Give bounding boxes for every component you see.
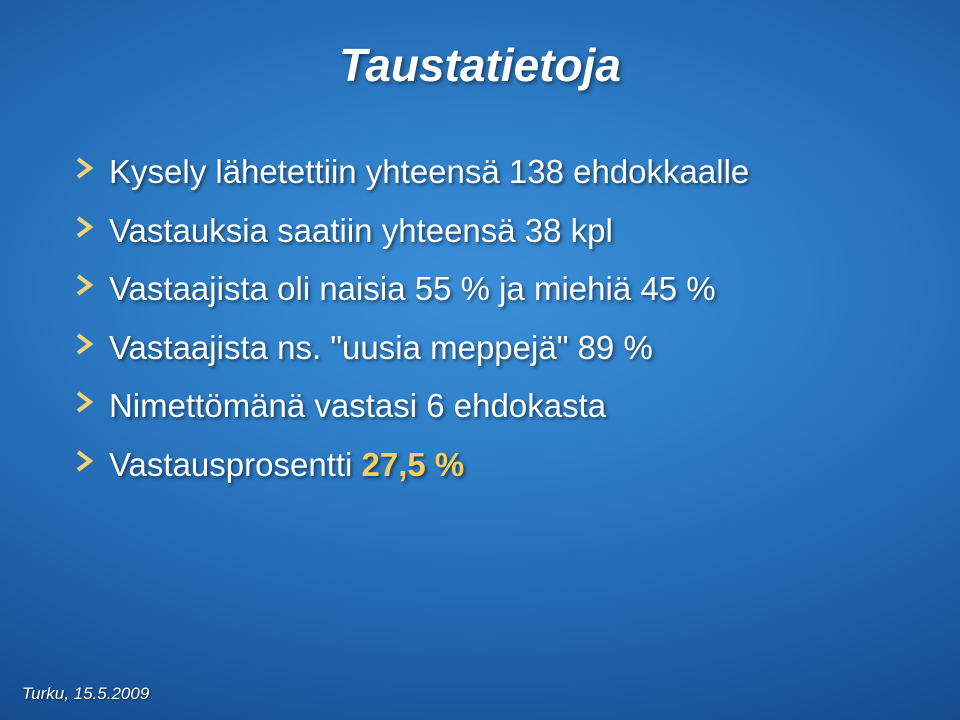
- bullet-prefix: Vastauksia saatiin yhteensä 38 kpl: [109, 212, 613, 249]
- chevron-right-icon: [75, 449, 97, 473]
- bullet-item: Nimettömänä vastasi 6 ehdokasta: [75, 384, 900, 429]
- bullet-item: Vastaajista oli naisia 55 % ja miehiä 45…: [75, 267, 900, 312]
- bullet-text: Vastauksia saatiin yhteensä 38 kpl: [109, 209, 900, 254]
- bullet-prefix: Vastausprosentti: [109, 446, 362, 483]
- chevron-right-icon: [75, 156, 97, 180]
- bullet-item: Vastausprosentti 27,5 %: [75, 443, 900, 488]
- chevron-right-icon: [75, 332, 97, 356]
- slide-title: Taustatietoja: [0, 38, 960, 92]
- bullet-list: Kysely lähetettiin yhteensä 138 ehdokkaa…: [75, 150, 900, 501]
- bullet-text: Vastaajista ns. "uusia meppejä" 89 %: [109, 326, 900, 371]
- bullet-highlight: 27,5 %: [362, 446, 465, 483]
- bullet-text: Kysely lähetettiin yhteensä 138 ehdokkaa…: [109, 150, 900, 195]
- bullet-prefix: Kysely lähetettiin yhteensä 138 ehdokkaa…: [109, 153, 749, 190]
- bullet-text: Vastausprosentti 27,5 %: [109, 443, 900, 488]
- footer-text: Turku, 15.5.2009: [22, 684, 149, 704]
- bullet-text: Nimettömänä vastasi 6 ehdokasta: [109, 384, 900, 429]
- bullet-item: Vastaajista ns. "uusia meppejä" 89 %: [75, 326, 900, 371]
- bullet-item: Kysely lähetettiin yhteensä 138 ehdokkaa…: [75, 150, 900, 195]
- chevron-right-icon: [75, 273, 97, 297]
- bullet-prefix: Nimettömänä vastasi 6 ehdokasta: [109, 387, 606, 424]
- chevron-right-icon: [75, 215, 97, 239]
- bullet-text: Vastaajista oli naisia 55 % ja miehiä 45…: [109, 267, 900, 312]
- bullet-prefix: Vastaajista ns. "uusia meppejä" 89 %: [109, 329, 653, 366]
- bullet-item: Vastauksia saatiin yhteensä 38 kpl: [75, 209, 900, 254]
- slide: Taustatietoja Kysely lähetettiin yhteens…: [0, 0, 960, 720]
- chevron-right-icon: [75, 390, 97, 414]
- bullet-prefix: Vastaajista oli naisia 55 % ja miehiä 45…: [109, 270, 716, 307]
